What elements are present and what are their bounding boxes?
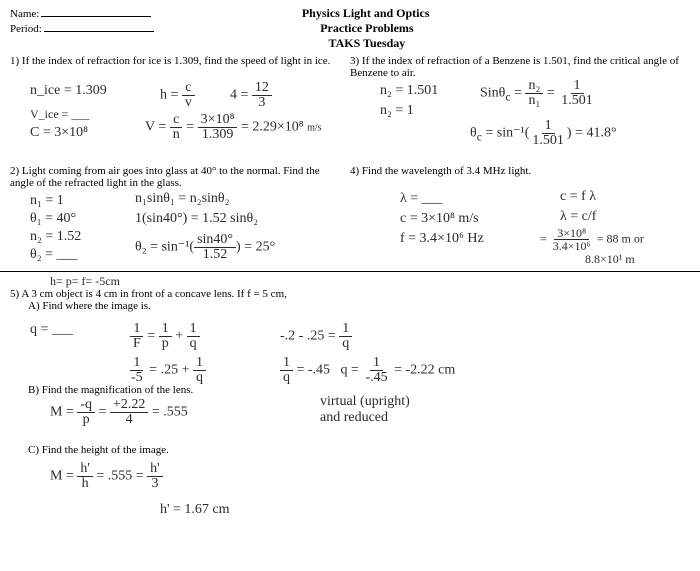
q5a-work-4: 1-5 = .25 + 1q xyxy=(128,356,206,385)
question-4: 4) Find the wavelength of 3.4 MHz light. xyxy=(350,165,690,189)
q1-work-5: C = 3×10⁸ xyxy=(30,125,88,141)
q2-work-5: n₁sinθ₁ = n₂sinθ₂ xyxy=(135,191,230,207)
worksheet-header: Name: Physics Light and Optics Period: P… xyxy=(0,0,700,53)
q1-num: 1) xyxy=(10,55,19,67)
q3-work-3: n₂ = 1 xyxy=(380,103,414,119)
q4-num: 4) xyxy=(350,165,359,177)
q2-work-6: 1(sin40°) = 1.52 sinθ₂ xyxy=(135,211,258,227)
q2-num: 2) xyxy=(10,165,19,177)
q1-work-1: n_ice = 1.309 xyxy=(30,83,107,99)
q2-work-7: θ₂ = sin⁻¹(sin40°1.52) = 25° xyxy=(135,233,275,262)
q3-work-4: θc = sin⁻¹(11.501) = 41.8° xyxy=(470,119,617,148)
question-3: 3) If the index of refraction of a Benze… xyxy=(350,55,690,79)
q4-text: Find the wavelength of 3.4 MHz light. xyxy=(362,165,531,177)
q5-text: A 3 cm object is 4 cm in front of a conc… xyxy=(21,288,287,300)
q2-work-3: n₂ = 1.52 xyxy=(30,229,81,245)
title-1: Physics Light and Optics xyxy=(151,6,580,21)
q5a-work-5: 1q = -.45 q = 1-.45 = -2.22 cm xyxy=(280,356,455,385)
q4-work-5: f = 3.4×10⁶ Hz xyxy=(400,231,484,247)
q5-pre-work: h= p= f= -5cm xyxy=(50,274,120,289)
q1-work-2: h = cv xyxy=(160,81,195,110)
question-2: 2) Light coming from air goes into glass… xyxy=(10,165,350,189)
q5b-work-2: virtual (upright)and reduced xyxy=(320,394,410,426)
q5-partB: B) Find the magnification of the lens. xyxy=(10,384,193,396)
q5a-work-1: q = ___ xyxy=(30,322,73,338)
period-blank xyxy=(44,31,154,32)
q1-text: If the index of refraction for ice is 1.… xyxy=(22,55,331,67)
q4-work-3: c = 3×10⁸ m/s xyxy=(400,211,479,227)
q3-work-2: Sinθc = n₂n₁ = 11.501 xyxy=(480,79,596,108)
q5c-work-2: h' = 1.67 cm xyxy=(160,502,230,518)
name-label: Name: xyxy=(10,8,39,20)
q2-text: Light coming from air goes into glass at… xyxy=(10,165,320,189)
question-1: 1) If the index of refraction for ice is… xyxy=(10,55,350,79)
q4-work-4: λ = c/f xyxy=(560,209,596,225)
name-blank xyxy=(41,16,151,17)
q5-num: 5) xyxy=(10,288,19,300)
title-3: TAKS Tuesday xyxy=(154,36,580,51)
q5a-work-3: -.2 - .25 = 1q xyxy=(280,322,352,351)
q5b-work-1: M = -qp = +2.224 = .555 xyxy=(50,398,188,427)
title-block-2: Practice Problems TAKS Tuesday xyxy=(154,21,580,51)
q3-work-1: n₂ = 1.501 xyxy=(380,83,438,99)
q5a-work-2: 1F = 1p + 1q xyxy=(130,322,200,351)
q2-work-2: θ₁ = 40° xyxy=(30,211,76,227)
q5-partC: C) Find the height of the image. xyxy=(10,444,169,456)
q3-num: 3) xyxy=(350,55,359,67)
q5-partB-label: B) Find the magnification of the lens. xyxy=(0,382,203,398)
period-label: Period: xyxy=(10,23,42,35)
q2-work-4: θ₂ = ___ xyxy=(30,247,77,263)
q4-work-2: c = f λ xyxy=(560,189,596,205)
q5-partA: A) Find where the image is. xyxy=(10,300,690,312)
q5-partC-label: C) Find the height of the image. xyxy=(0,442,179,458)
title-block: Physics Light and Optics xyxy=(151,6,580,21)
q4-work-6: = 3×10⁸3.4×10⁶ = 88 m or 8.8×10¹ m xyxy=(540,227,644,267)
title-2: Practice Problems xyxy=(154,21,580,36)
q5c-work-1: M = h'h = .555 = h'3 xyxy=(50,462,163,491)
q1-work-6: V = cn = 3×10⁸1.309 = 2.29×10⁸ m/s xyxy=(145,113,322,142)
q4-work-1: λ = ___ xyxy=(400,191,443,207)
q1-work-4: V_ice = ___ xyxy=(30,107,89,122)
q3-text: If the index of refraction of a Benzene … xyxy=(350,55,679,79)
q2-work-1: n₁ = 1 xyxy=(30,193,64,209)
q1-work-3: 4 = 123 xyxy=(230,81,272,110)
